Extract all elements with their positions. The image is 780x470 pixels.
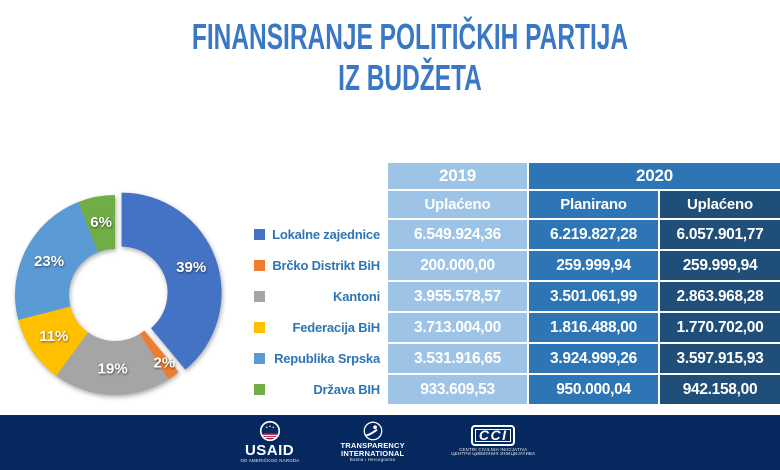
donut-slice-2 (139, 330, 179, 380)
table-cell-r1-c1: 6.549.924,36 (388, 220, 527, 249)
table-cell-r3-c2: 3.501.061,99 (529, 282, 658, 311)
transparency-international-icon (363, 421, 383, 441)
transparency-international-logo: TRANSPARENCY INTERNATIONAL Bosna i Herce… (341, 421, 405, 464)
donut-slice-3 (56, 332, 169, 395)
row-label-text: Kantoni (333, 289, 380, 304)
page-title: FINANSIRANJE POLITIČKIH PARTIJA IZ BUDŽE… (158, 16, 661, 98)
table-cell-r3-c1: 3.955.578,57 (388, 282, 527, 311)
table-cell-r1-c3: 6.057.901,77 (660, 220, 780, 249)
table-cell-r5-c2: 3.924.999,26 (529, 344, 658, 373)
sub-header-1: Uplaćeno (388, 191, 527, 218)
sub-header-2: Planirano (529, 191, 658, 218)
usaid-subtext: OD AMERIČKOG NARODA (240, 458, 300, 464)
cci-wordmark: CCI (470, 424, 516, 446)
donut-label-3: 19% (98, 361, 128, 378)
footer-bar: USAID OD AMERIČKOG NARODA TRANSPARENCY I… (0, 415, 780, 470)
legend-swatch (254, 322, 265, 333)
col-header-2020: 2020 (529, 163, 780, 189)
usaid-logo: USAID OD AMERIČKOG NARODA (229, 420, 311, 465)
donut-slice-1 (121, 192, 222, 370)
table-cell-r4-c3: 1.770.702,00 (660, 313, 780, 342)
cci-subtext: CENTRI CIVILNIH INICIJATIVA ЦЕНТРИ ЦИВИЛ… (451, 448, 535, 457)
donut-slice-4 (18, 306, 88, 376)
usaid-emblem-icon (259, 420, 280, 442)
cci-logo: CCI CENTRI CIVILNIH INICIJATIVA ЦЕНТРИ Ц… (435, 424, 552, 460)
legend-swatch (254, 384, 265, 395)
cci-subtext-latin: CENTRI CIVILNIH INICIJATIVA (458, 447, 528, 452)
transparency-international-wordmark: TRANSPARENCY INTERNATIONAL (340, 440, 405, 458)
table-cell-r3-c3: 2.863.968,28 (660, 282, 780, 311)
legend-swatch (254, 291, 265, 302)
table-cell-r5-c3: 3.597.915,93 (660, 344, 780, 373)
financing-table: 2019 2020 Uplaćeno Planirano Uplaćeno Lokalne… (252, 163, 780, 404)
table-cell-r6-c2: 950.000,04 (529, 375, 658, 404)
row-label-2: Brčko Distrikt BiH (252, 251, 386, 280)
row-label-6: Država BIH (252, 375, 386, 404)
table-cell-r6-c1: 933.609,53 (388, 375, 527, 404)
donut-label-1: 39% (176, 259, 206, 276)
row-label-4: Federacija BiH (252, 313, 386, 342)
sub-header-3: Uplaćeno (660, 191, 780, 218)
row-label-text: Brčko Distrikt BiH (272, 258, 380, 273)
table-cell-r4-c2: 1.816.488,00 (529, 313, 658, 342)
donut-label-5: 23% (34, 253, 64, 270)
table-cell-r1-c2: 6.219.827,28 (529, 220, 658, 249)
transparency-international-subtext: Bosna i Hercegovina (350, 457, 396, 463)
cci-subtext-cyrillic: ЦЕНТРИ ЦИВИЛНИХ ИНИЦИЈАТИВА (451, 452, 536, 457)
col-header-2019: 2019 (388, 163, 527, 189)
usaid-wordmark: USAID (244, 441, 295, 459)
donut-slice-6 (78, 195, 115, 253)
donut-label-6: 6% (90, 214, 112, 231)
legend-swatch (254, 260, 265, 271)
row-label-text: Lokalne zajednice (272, 227, 380, 242)
table-cell-r2-c2: 259.999,94 (529, 251, 658, 280)
donut-label-4: 11% (39, 328, 68, 345)
legend-swatch (254, 229, 265, 240)
title-line-2: IZ BUDŽETA (338, 57, 482, 98)
table-cell-r4-c1: 3.713.004,00 (388, 313, 527, 342)
row-label-5: Republika Srpska (252, 344, 386, 373)
table-cell-r6-c3: 942.158,00 (660, 375, 780, 404)
donut-chart: 39% 2% 19% 11% 23% 6% (14, 192, 222, 395)
legend-swatch (254, 353, 265, 364)
row-label-1: Lokalne zajednice (252, 220, 386, 249)
title-line-1: FINANSIRANJE POLITIČKIH PARTIJA (191, 16, 629, 57)
row-label-text: Država BIH (313, 382, 380, 397)
table-cell-r2-c3: 259.999,94 (660, 251, 780, 280)
row-label-3: Kantoni (252, 282, 386, 311)
row-label-text: Federacija BiH (292, 320, 380, 335)
table-cell-r2-c1: 200.000,00 (388, 251, 527, 280)
row-label-text: Republika Srpska (274, 351, 380, 366)
donut-label-2: 2% (154, 355, 176, 372)
donut-slice-5 (14, 202, 99, 320)
table-cell-r5-c1: 3.531.916,65 (388, 344, 527, 373)
